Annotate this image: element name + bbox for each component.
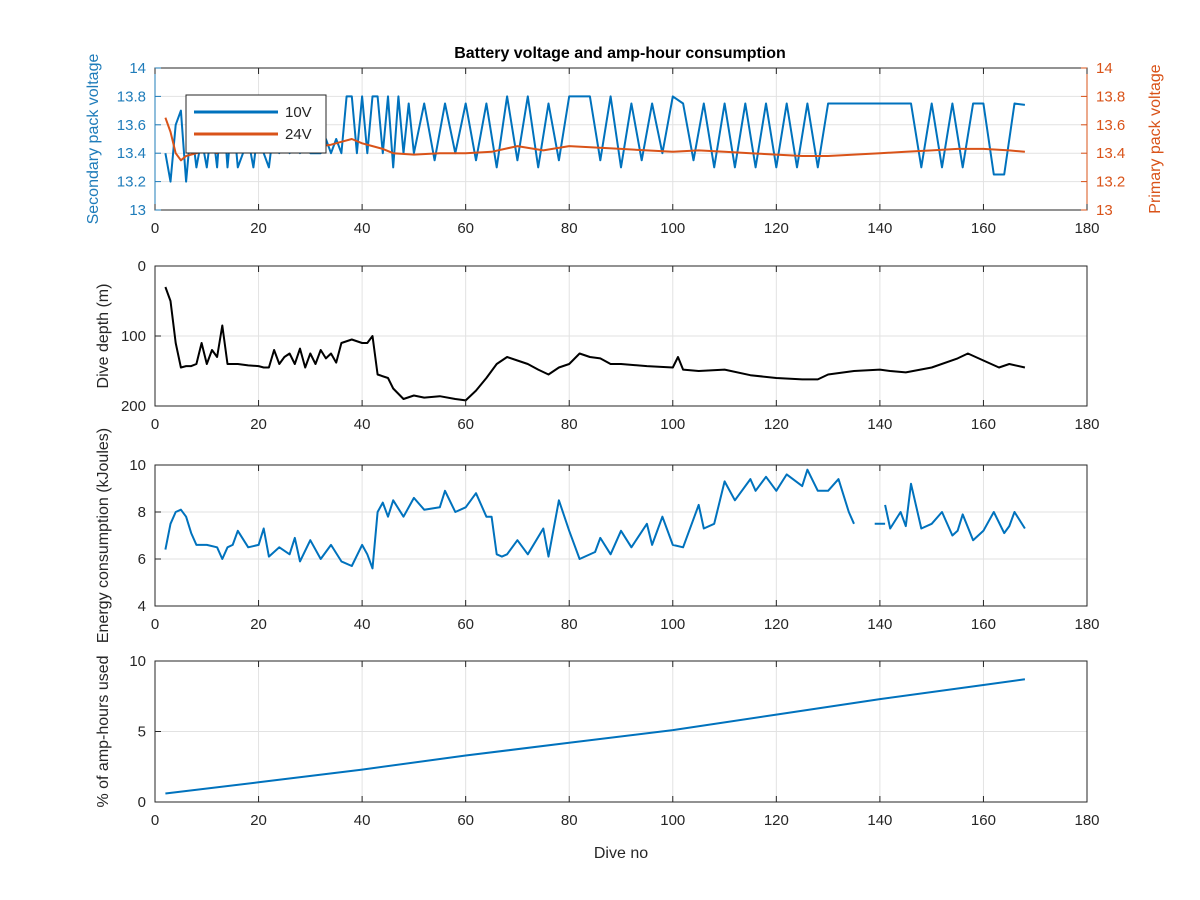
x-tick-label: 20 bbox=[250, 220, 267, 237]
y-tick-label: 13.2 bbox=[117, 174, 146, 191]
x-tick-label: 180 bbox=[1074, 812, 1099, 829]
y-tick-label: 0 bbox=[138, 794, 146, 811]
x-tick-label: 60 bbox=[457, 220, 474, 237]
x-tick-label: 120 bbox=[764, 220, 789, 237]
subplot-2: 0 20 40 60 80 100 120 140 160 180 0 100 200 Dive dept… bbox=[95, 258, 1100, 433]
y-tick-label: 0 bbox=[138, 258, 146, 275]
x-tick-label: 100 bbox=[660, 812, 685, 829]
x-tick-label: 180 bbox=[1074, 220, 1099, 237]
subplot-3: 0 20 40 60 80 100 120 140 160 180 4 6 8 10 Energy cons… bbox=[95, 428, 1100, 643]
legend-label-10V: 10V bbox=[285, 104, 312, 121]
x-tick-label: 0 bbox=[151, 616, 159, 633]
y-tick-label: 13.4 bbox=[117, 145, 146, 162]
x-tick-label: 60 bbox=[457, 416, 474, 433]
legend-box bbox=[185, 94, 327, 154]
x-tick-label: 0 bbox=[151, 220, 159, 237]
chart-title: Battery voltage and amp-hour consumption bbox=[454, 45, 786, 62]
y-tick-label: 13.8 bbox=[117, 88, 146, 105]
subplots: 0 20 40 60 80 100 120 140 160 1801313.213.413.613… bbox=[85, 54, 1164, 862]
x-tick-label: 40 bbox=[354, 416, 371, 433]
y-tick-label: 10 bbox=[129, 457, 146, 474]
x-tick-label: 80 bbox=[561, 416, 578, 433]
series-line-series-1 bbox=[165, 678, 1026, 795]
x-tick-label: 100 bbox=[660, 220, 685, 237]
y-axis-label: % of amp-hours used bbox=[95, 655, 112, 807]
plot-frame bbox=[154, 464, 1088, 607]
right-y-tick-label: 13.4 bbox=[1096, 145, 1125, 162]
y-tick-label: 10 bbox=[129, 653, 146, 670]
y-tick-label: 13.6 bbox=[117, 117, 146, 134]
x-tick-label: 120 bbox=[764, 616, 789, 633]
right-y-tick-label: 13.6 bbox=[1096, 117, 1125, 134]
y-tick-label: 8 bbox=[138, 504, 146, 521]
y-tick-label: 4 bbox=[138, 598, 146, 615]
y-axis-label: Secondary pack voltage bbox=[85, 54, 102, 225]
right-y-axis-label: Primary pack voltage bbox=[1147, 64, 1164, 213]
x-tick-label: 160 bbox=[971, 616, 996, 633]
right-y-tick-label: 13.2 bbox=[1096, 174, 1125, 191]
x-tick-label: 160 bbox=[971, 220, 996, 237]
right-y-tick-label: 13 bbox=[1096, 202, 1113, 219]
x-tick-label: 0 bbox=[151, 416, 159, 433]
y-tick-label: 200 bbox=[121, 398, 146, 415]
x-axis-label: Dive no bbox=[594, 845, 648, 862]
x-tick-label: 40 bbox=[354, 616, 371, 633]
x-tick-label: 40 bbox=[354, 220, 371, 237]
x-tick-label: 140 bbox=[867, 220, 892, 237]
subplot-4: 0 20 40 60 80 100 120 140 160 180 0 5 10 % of amp-hou… bbox=[95, 653, 1100, 862]
x-tick-label: 120 bbox=[764, 812, 789, 829]
x-tick-label: 80 bbox=[561, 220, 578, 237]
y-tick-label: 13 bbox=[129, 202, 146, 219]
right-y-tick-label: 14 bbox=[1096, 60, 1113, 77]
x-tick-label: 100 bbox=[660, 616, 685, 633]
y-tick-label: 14 bbox=[129, 60, 146, 77]
x-tick-label: 80 bbox=[561, 616, 578, 633]
x-tick-label: 20 bbox=[250, 416, 267, 433]
x-tick-label: 0 bbox=[151, 812, 159, 829]
y-tick-label: 5 bbox=[138, 724, 146, 741]
series-line-series-1 bbox=[164, 286, 1026, 402]
x-tick-label: 60 bbox=[457, 812, 474, 829]
y-tick-label: 6 bbox=[138, 551, 146, 568]
x-tick-label: 140 bbox=[867, 812, 892, 829]
y-axis-label: Energy consumption (kJoules) bbox=[95, 428, 112, 643]
x-tick-label: 20 bbox=[250, 616, 267, 633]
y-axis-label: Dive depth (m) bbox=[95, 284, 112, 389]
x-tick-label: 140 bbox=[867, 616, 892, 633]
x-tick-label: 120 bbox=[764, 416, 789, 433]
x-tick-label: 80 bbox=[561, 812, 578, 829]
x-tick-label: 180 bbox=[1074, 416, 1099, 433]
x-tick-label: 40 bbox=[354, 812, 371, 829]
series-line-series-1 bbox=[164, 468, 1026, 570]
x-tick-label: 100 bbox=[660, 416, 685, 433]
x-tick-label: 160 bbox=[971, 812, 996, 829]
x-tick-label: 60 bbox=[457, 616, 474, 633]
subplot-1: 0 20 40 60 80 100 120 140 160 1801313.213.413.613… bbox=[85, 54, 1164, 237]
right-y-tick-label: 13.8 bbox=[1096, 88, 1125, 105]
x-tick-label: 20 bbox=[250, 812, 267, 829]
x-tick-label: 140 bbox=[867, 416, 892, 433]
x-tick-label: 180 bbox=[1074, 616, 1099, 633]
y-tick-label: 100 bbox=[121, 328, 146, 345]
x-tick-label: 160 bbox=[971, 416, 996, 433]
legend-label-24V: 24V bbox=[285, 126, 312, 143]
